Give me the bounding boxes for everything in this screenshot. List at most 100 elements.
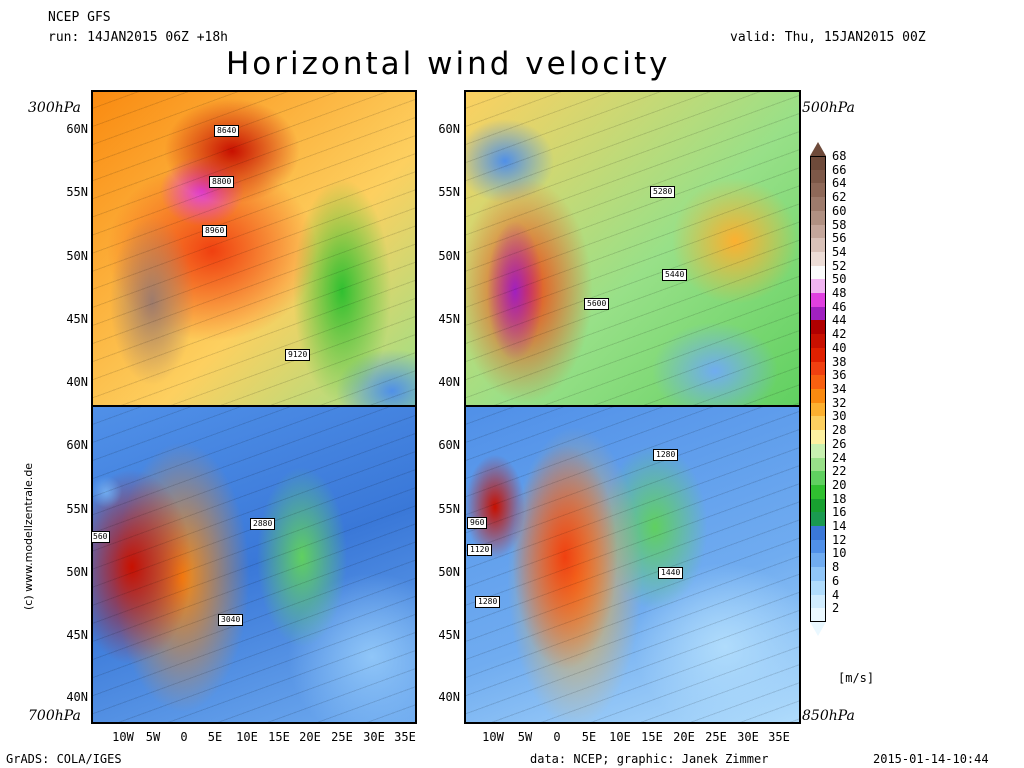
lat-label: 40N: [66, 375, 88, 389]
lon-label: 25E: [705, 730, 727, 744]
legend-value: 12: [832, 532, 847, 547]
contour-label: 560: [92, 531, 111, 543]
lat-label: 60N: [66, 122, 88, 136]
legend-value: 64: [832, 176, 847, 191]
level-label-300: 300hPa: [28, 100, 81, 116]
contour-label: 5440: [662, 269, 688, 281]
credit-text: (c) www.modellzentrale.de: [22, 462, 35, 610]
legend-value: 20: [832, 477, 847, 492]
lon-label: 35E: [768, 730, 790, 744]
legend-value: 32: [832, 395, 847, 410]
lon-label: 10W: [112, 730, 134, 744]
legend-value: 42: [832, 327, 847, 342]
lon-label: 30E: [363, 730, 385, 744]
legend-value: 10: [832, 546, 847, 561]
legend-top-arrow: [810, 142, 826, 156]
legend-value: 40: [832, 340, 847, 355]
legend-value: 24: [832, 450, 847, 465]
contour-label: 1440: [658, 567, 684, 579]
lat-label: 50N: [438, 565, 460, 579]
lon-label: 5W: [145, 730, 161, 744]
lon-label: 0: [180, 730, 188, 744]
contour-label: 1120: [467, 544, 493, 556]
lat-label: 55N: [438, 502, 460, 516]
footer-timestamp: 2015-01-14-10:44: [873, 752, 989, 766]
lon-label: 0: [553, 730, 561, 744]
lat-label: 45N: [438, 312, 460, 326]
lon-label: 5W: [517, 730, 533, 744]
legend-value: 44: [832, 313, 847, 328]
legend-value: 48: [832, 286, 847, 301]
lat-label: 45N: [66, 312, 88, 326]
lat-label: 60N: [438, 122, 460, 136]
legend-value: 62: [832, 190, 847, 205]
run-info: run: 14JAN2015 06Z +18h: [48, 30, 229, 45]
lat-label: 40N: [438, 375, 460, 389]
legend-value: 28: [832, 423, 847, 438]
lat-label: 45N: [66, 628, 88, 642]
map-panel-300hpa: 8640 8800 8960 9120: [92, 91, 416, 407]
legend-value: 66: [832, 162, 847, 177]
legend-value: 6: [832, 573, 840, 588]
lon-label: 10E: [609, 730, 631, 744]
lon-label: 10E: [236, 730, 258, 744]
legend-border: [810, 156, 826, 622]
lat-label: 40N: [438, 690, 460, 704]
map-panel-500hpa: 5280 5440 5600: [465, 91, 800, 407]
lon-label: 20E: [299, 730, 321, 744]
lon-label: 15E: [641, 730, 663, 744]
legend-value: 14: [832, 519, 847, 534]
legend-value: 56: [832, 231, 847, 246]
model-name: NCEP GFS: [48, 10, 111, 25]
contour-label: 3040: [218, 614, 244, 626]
legend-value: 60: [832, 203, 847, 218]
lat-label: 60N: [438, 438, 460, 452]
lon-label: 15E: [268, 730, 290, 744]
lat-label: 55N: [66, 185, 88, 199]
lat-label: 55N: [66, 502, 88, 516]
level-label-500: 500hPa: [802, 100, 855, 116]
contour-label: 9120: [285, 349, 311, 361]
legend-value: 16: [832, 505, 847, 520]
color-scale-legend: 68 66 64 62 60 58 56 54 52 50 48 46 44 42 40 38 36 34 32 30…: [810, 142, 880, 636]
legend-value: 18: [832, 491, 847, 506]
lon-label: 10W: [482, 730, 504, 744]
contour-label: 8800: [209, 176, 235, 188]
chart-title: Horizontal wind velocity: [226, 46, 671, 82]
lon-label: 20E: [673, 730, 695, 744]
legend-value: 34: [832, 382, 847, 396]
footer-source: data: NCEP; graphic: Janek Zimmer: [530, 752, 769, 766]
lat-label: 60N: [66, 438, 88, 452]
level-label-850: 850hPa: [802, 708, 855, 724]
legend-unit: [m/s]: [838, 671, 875, 685]
legend-value: 30: [832, 409, 847, 424]
legend-value: 46: [832, 299, 847, 314]
map-panel-700hpa: 560 2880 3040: [92, 407, 416, 723]
legend-value: 38: [832, 354, 847, 369]
contour-label: 5280: [650, 186, 676, 198]
contour-label: 8960: [202, 225, 228, 237]
legend-value: 54: [832, 244, 847, 259]
lat-label: 45N: [438, 628, 460, 642]
legend-value: 4: [832, 587, 840, 602]
lon-label: 35E: [394, 730, 416, 744]
contour-label: 8640: [214, 125, 240, 137]
lon-label: 5E: [581, 730, 597, 744]
legend-value: 36: [832, 368, 847, 383]
lon-label: 5E: [207, 730, 223, 744]
lon-label: 25E: [331, 730, 353, 744]
legend-value: 58: [832, 217, 847, 232]
level-label-700: 700hPa: [28, 708, 81, 724]
legend-value: 52: [832, 258, 847, 273]
legend-value: 8: [832, 560, 840, 575]
lat-label: 55N: [438, 185, 460, 199]
lat-label: 50N: [438, 249, 460, 263]
legend-value: 68: [832, 149, 847, 163]
map-panel-850hpa: 960 1120 1280 1280 1440: [465, 407, 800, 723]
legend-value: 22: [832, 464, 847, 479]
lon-label: 30E: [737, 730, 759, 744]
lat-label: 50N: [66, 565, 88, 579]
contour-label: 960: [467, 517, 488, 529]
contour-label: 1280: [653, 449, 679, 461]
lat-label: 40N: [66, 690, 88, 704]
